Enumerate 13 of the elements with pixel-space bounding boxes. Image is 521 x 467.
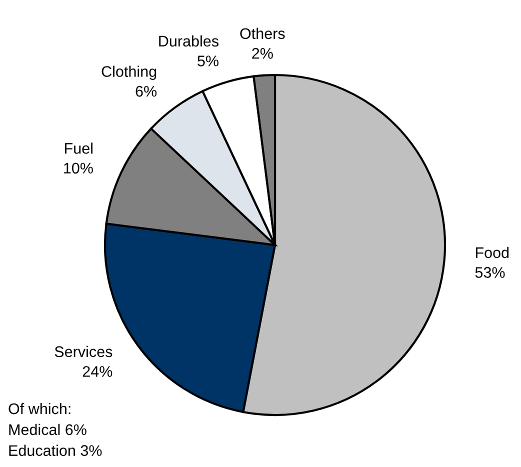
text: Of which: Medical 6% Education 3% (8, 402, 102, 456)
slice-label: Food (476, 246, 509, 258)
slice-label: Fuel (65, 142, 92, 154)
data-label: 53% (475, 267, 505, 278)
slice-label: Services (54, 346, 112, 358)
data-label: 6% (136, 86, 157, 97)
slice-label: Durables (159, 35, 218, 47)
data-label: 2% (252, 48, 273, 59)
data-label: 10% (64, 162, 93, 174)
slice-label: Others (240, 28, 285, 40)
data-label: 24% (82, 366, 112, 377)
data-label: 5% (198, 56, 218, 66)
slice-label: Clothing (102, 66, 156, 80)
